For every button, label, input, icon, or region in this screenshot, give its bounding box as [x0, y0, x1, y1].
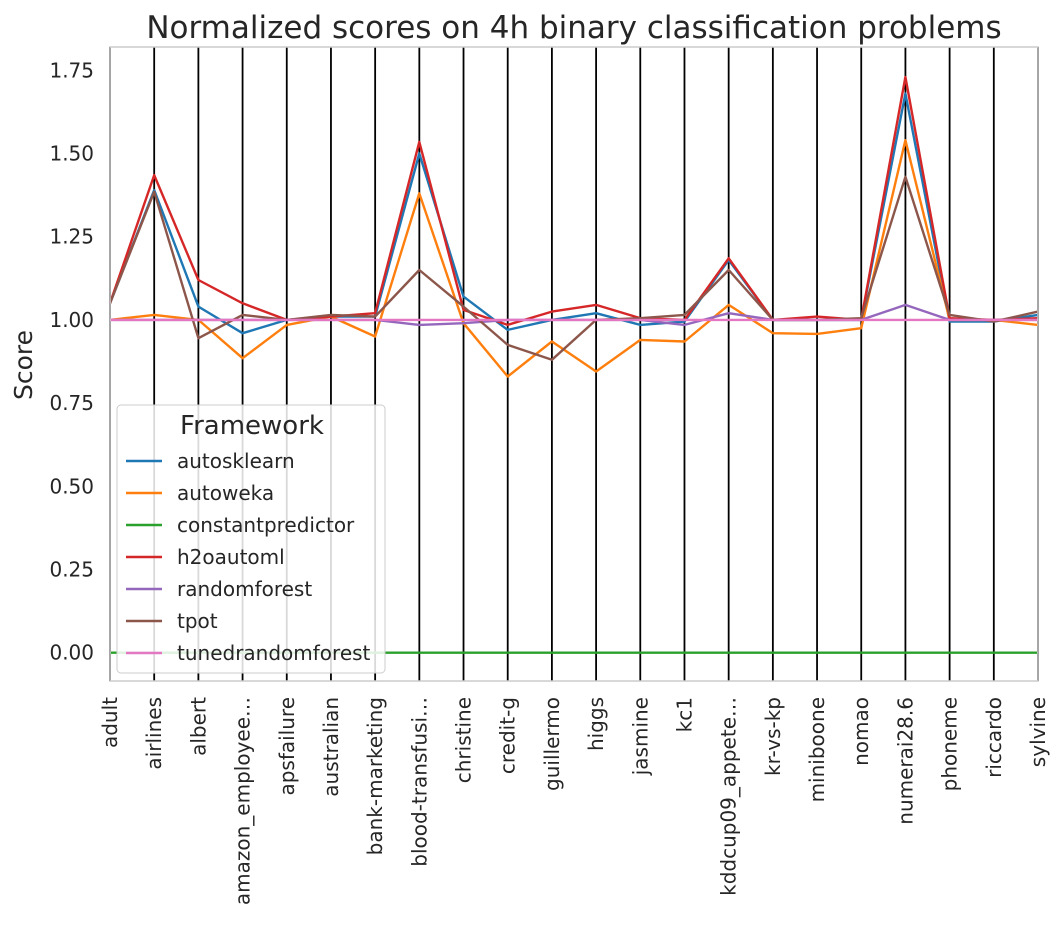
- y-tick-label: 0.25: [49, 558, 94, 582]
- x-tick-label-sylvine: sylvine: [1026, 697, 1050, 767]
- y-tick-label: 0.75: [49, 391, 94, 415]
- x-tick-label-amazon-employee: amazon_employee…: [231, 697, 255, 905]
- legend-label: constantpredictor: [177, 513, 355, 537]
- x-tick-label-kddcup09-appete: kddcup09_appete…: [717, 697, 741, 896]
- legend-box: [116, 404, 386, 674]
- x-tick-label-numerai28-6: numerai28.6: [893, 697, 917, 825]
- x-tick-label-higgs: higgs: [584, 697, 608, 751]
- series-line-autosklearn: [108, 92, 1039, 335]
- series-line-tpot: [108, 175, 1039, 361]
- x-tick-label-phoneme: phoneme: [938, 697, 962, 791]
- legend-label: h2oautoml: [177, 545, 285, 569]
- y-tick-label: 1.75: [49, 58, 94, 82]
- legend: Framework autosklearn autoweka constantpre…: [116, 404, 386, 674]
- legend-item-constantpredictor: constantpredictor: [126, 513, 355, 537]
- x-tick-label-australian: australian: [319, 697, 343, 797]
- plot-frame: [109, 46, 1039, 682]
- x-tick-label-riccardo: riccardo: [982, 697, 1006, 778]
- x-tick-label-adult: adult: [98, 697, 122, 748]
- y-tick-label: 0.00: [49, 641, 94, 665]
- y-tick-label: 0.50: [49, 474, 94, 498]
- legend-items: autosklearn autoweka constantpredictor h2oa…: [126, 449, 371, 665]
- x-tick-label-albert: albert: [186, 697, 210, 756]
- x-tick-label-christine: christine: [452, 697, 476, 783]
- x-tick-label-kc1: kc1: [672, 697, 696, 732]
- legend-item-tpot: tpot: [126, 609, 218, 633]
- x-tick-label-blood-transfusi: blood-transfusi…: [407, 697, 431, 867]
- legend-item-tunedrandomforest: tunedrandomforest: [126, 641, 371, 665]
- x-tick-label-airlines: airlines: [142, 697, 166, 770]
- legend-item-randomforest: randomforest: [126, 577, 312, 601]
- series-line-h2oautoml: [108, 75, 1039, 327]
- x-tick-label-nomao: nomao: [849, 697, 873, 766]
- chart-title: Normalized scores on 4h binary classific…: [146, 10, 1001, 46]
- legend-label: randomforest: [177, 577, 312, 601]
- legend-item-autoweka: autoweka: [126, 481, 274, 505]
- legend-label: tpot: [177, 609, 218, 633]
- x-tick-label-jasmine: jasmine: [628, 697, 652, 776]
- x-tick-labels: adult airlines albert amazon_employee… apsfa…: [98, 697, 1050, 905]
- y-tick-label: 1.25: [49, 225, 94, 249]
- legend-item-autosklearn: autosklearn: [126, 449, 295, 473]
- x-tick-label-miniboone: miniboone: [805, 697, 829, 802]
- legend-item-h2oautoml: h2oautoml: [126, 545, 285, 569]
- x-tick-label-kr-vs-kp: kr-vs-kp: [761, 697, 785, 776]
- x-tick-label-guillermo: guillermo: [540, 697, 564, 791]
- x-tick-label-apsfailure: apsfailure: [275, 697, 299, 796]
- y-tick-label: 1.50: [49, 141, 94, 165]
- series-line-autoweka: [109, 138, 1039, 378]
- legend-label: tunedrandomforest: [177, 641, 371, 665]
- y-tick-label: 1.00: [49, 308, 94, 332]
- legend-label: autosklearn: [177, 449, 295, 473]
- x-tick-label-credit-g: credit-g: [496, 697, 520, 774]
- x-tick-label-bank-marketing: bank-marketing: [363, 697, 387, 855]
- y-axis-label: Score: [9, 330, 38, 400]
- y-tick-labels: 0.00 0.25 0.50 0.75 1.00 1.25 1.50 1.75: [49, 58, 94, 664]
- legend-title: Framework: [180, 411, 324, 441]
- legend-label: autoweka: [177, 481, 274, 505]
